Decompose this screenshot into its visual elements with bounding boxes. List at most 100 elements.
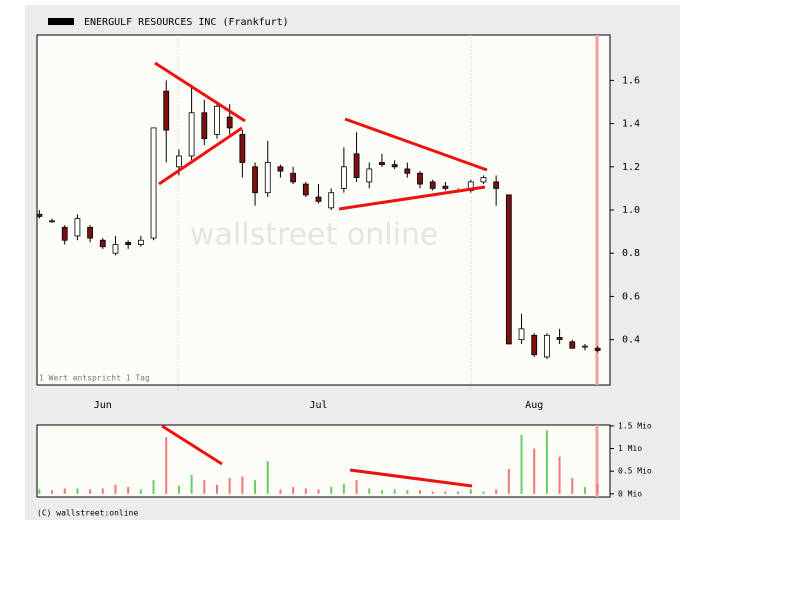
candle-body bbox=[61, 226, 68, 241]
volume-bar bbox=[495, 489, 498, 494]
candle-body bbox=[277, 166, 284, 172]
volume-bar bbox=[558, 456, 561, 494]
candle-body bbox=[226, 116, 233, 129]
volume-bar bbox=[342, 483, 345, 494]
candle-body bbox=[340, 166, 347, 189]
candle-body bbox=[99, 239, 106, 248]
volume-bar bbox=[228, 477, 231, 494]
volume-bar bbox=[571, 477, 574, 494]
volume-bar bbox=[76, 488, 79, 494]
y-tick-label: 0.6 bbox=[622, 291, 640, 302]
price-panel bbox=[36, 34, 611, 386]
candle-body bbox=[201, 112, 208, 140]
volume-bar bbox=[431, 491, 434, 494]
volume-bar bbox=[469, 489, 472, 494]
candle-body bbox=[252, 166, 258, 194]
volume-bar bbox=[304, 488, 307, 494]
volume-bar bbox=[89, 489, 92, 494]
candle-body bbox=[176, 155, 182, 168]
volume-bar bbox=[165, 437, 168, 494]
volume-bar bbox=[127, 487, 130, 494]
candle-body bbox=[49, 220, 55, 223]
trend-line bbox=[154, 61, 246, 123]
y-tick-label: 0.5 Mio bbox=[618, 467, 652, 476]
candle-body bbox=[505, 194, 512, 345]
y-tick-label: 0.8 bbox=[622, 248, 640, 259]
candle-body bbox=[429, 181, 436, 189]
trend-line bbox=[158, 126, 243, 186]
volume-bar bbox=[444, 491, 447, 494]
volume-bar bbox=[330, 487, 333, 494]
trend-line bbox=[344, 117, 488, 172]
candle-body bbox=[302, 183, 309, 196]
volume-bar bbox=[114, 484, 117, 494]
volume-bar bbox=[317, 489, 320, 494]
candle-body bbox=[366, 168, 373, 183]
volume-bar bbox=[520, 434, 523, 494]
volume-bar bbox=[393, 489, 396, 494]
y-tick-label: 1.6 bbox=[622, 75, 640, 86]
volume-bar bbox=[482, 491, 485, 494]
y-tick-label: 0 Mio bbox=[618, 489, 642, 498]
x-tick-label: Jul bbox=[309, 400, 327, 411]
volume-bar bbox=[355, 480, 358, 494]
candle-body bbox=[353, 153, 360, 178]
trend-line bbox=[161, 424, 223, 466]
candle-body bbox=[87, 226, 93, 239]
candle-body bbox=[188, 112, 195, 157]
volume-bar bbox=[596, 483, 599, 494]
volume-bar bbox=[533, 448, 536, 494]
candle-body bbox=[556, 337, 563, 341]
candle-body bbox=[391, 164, 398, 168]
volume-bar bbox=[38, 489, 41, 494]
candle-body bbox=[74, 218, 81, 237]
candle-body bbox=[379, 162, 385, 166]
volume-bar bbox=[152, 480, 155, 494]
volume-bar bbox=[266, 461, 269, 494]
chart-title: ENERGULF RESOURCES INC (Frankfurt) bbox=[84, 17, 289, 28]
y-tick-label: 1.0 bbox=[622, 205, 640, 216]
trend-lines bbox=[154, 61, 488, 488]
volume-bar bbox=[507, 468, 510, 494]
trend-line bbox=[349, 468, 473, 488]
candle-body bbox=[417, 172, 423, 185]
volume-bar bbox=[63, 488, 66, 494]
volume-bar bbox=[419, 490, 422, 494]
volume-bar bbox=[177, 485, 180, 494]
candle-body bbox=[315, 196, 322, 202]
candle-body bbox=[442, 185, 449, 189]
volume-bar bbox=[368, 488, 371, 494]
candle-body bbox=[518, 328, 525, 341]
volume-bar bbox=[583, 487, 586, 494]
candle-body bbox=[328, 192, 335, 209]
candle-body bbox=[531, 334, 538, 356]
volume-bar bbox=[241, 476, 244, 494]
candle-body bbox=[493, 181, 500, 189]
y-tick-label: 1.2 bbox=[622, 162, 640, 173]
watermark: wallstreet online bbox=[190, 218, 438, 253]
candle-body bbox=[239, 133, 246, 163]
candle-body bbox=[404, 168, 411, 174]
trend-line bbox=[338, 185, 486, 211]
y-tick-label: 0.4 bbox=[622, 335, 640, 346]
candle-body bbox=[36, 213, 43, 217]
volume-bar bbox=[51, 490, 54, 494]
note: 1 Wert entspricht 1 Tag bbox=[39, 374, 150, 383]
candle-body bbox=[264, 162, 271, 194]
volume-bar bbox=[457, 491, 460, 494]
candle-body bbox=[480, 177, 487, 183]
volume-bar bbox=[279, 489, 282, 494]
legend-swatch bbox=[48, 18, 74, 25]
candle-body bbox=[112, 244, 119, 254]
volume-bar bbox=[545, 430, 548, 494]
volume-bar bbox=[190, 474, 193, 494]
candle-body bbox=[582, 345, 588, 348]
candle-body bbox=[214, 105, 220, 135]
volume-bar bbox=[380, 490, 383, 494]
volume-bar bbox=[254, 480, 257, 494]
candle-body bbox=[594, 347, 601, 351]
y-tick-label: 1 Mio bbox=[618, 444, 642, 453]
volume-bar bbox=[292, 487, 295, 494]
